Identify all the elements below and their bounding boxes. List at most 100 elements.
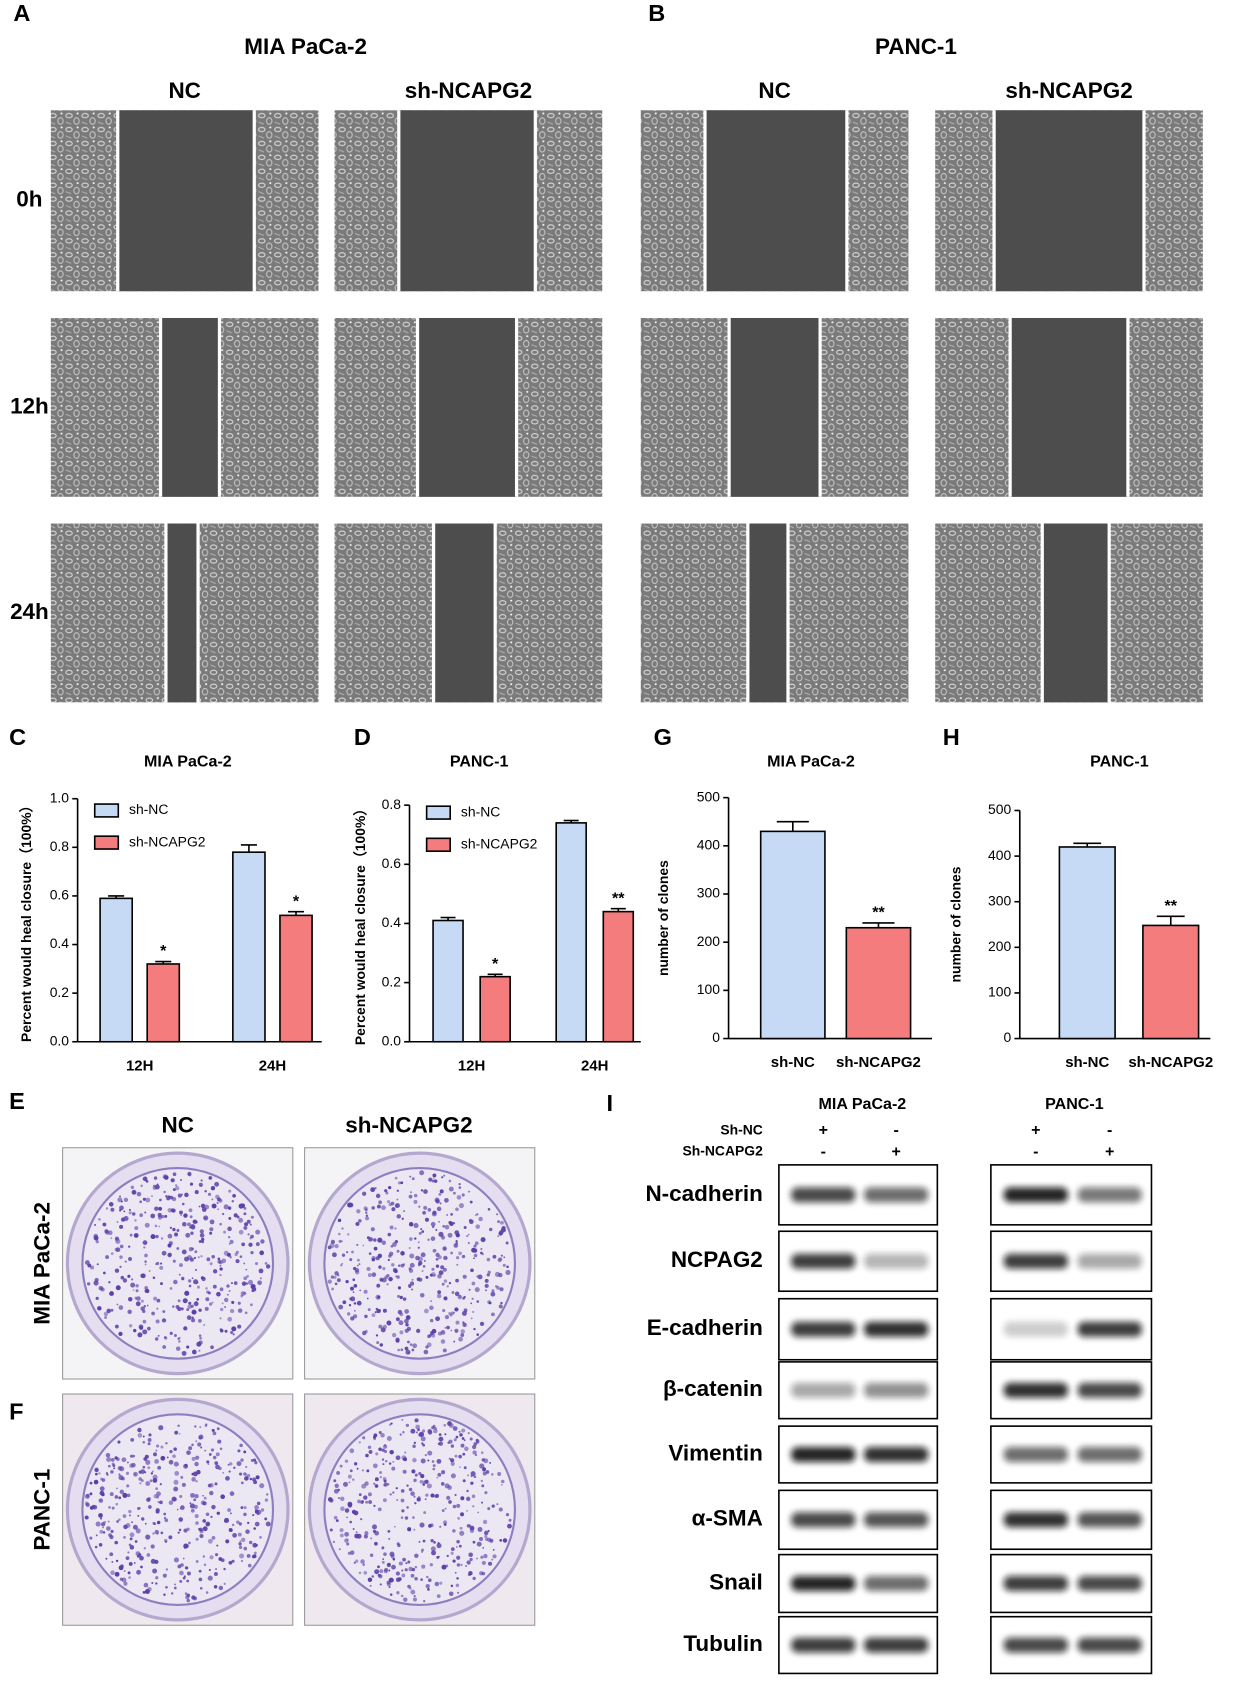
- colony: [246, 1219, 251, 1224]
- colony: [227, 1316, 233, 1322]
- colony: [98, 1472, 101, 1475]
- colony: [373, 1246, 378, 1251]
- colony: [388, 1276, 393, 1282]
- colony: [327, 1279, 332, 1284]
- colony: [382, 1558, 385, 1561]
- colony: [252, 1458, 257, 1462]
- colony: [207, 1575, 213, 1581]
- wound-gap: [398, 110, 536, 292]
- colony: [396, 1591, 400, 1595]
- colony: [135, 1289, 139, 1293]
- colony: [198, 1340, 203, 1345]
- colony: [228, 1462, 233, 1466]
- colony: [177, 1424, 180, 1428]
- colony: [136, 1569, 141, 1575]
- colony: [406, 1506, 409, 1509]
- colony: [361, 1469, 364, 1472]
- colony: [396, 1189, 399, 1192]
- colony: [371, 1256, 376, 1261]
- colony: [102, 1222, 107, 1227]
- colony: [338, 1548, 341, 1551]
- colony: [135, 1284, 139, 1288]
- cell-line-label: PANC-1: [1045, 1095, 1104, 1113]
- colony: [180, 1179, 182, 1181]
- colony: [409, 1262, 415, 1268]
- colony: [373, 1504, 376, 1507]
- y-tick-label: 400: [988, 847, 1011, 863]
- legend-swatch: [93, 835, 120, 850]
- colony: [208, 1175, 213, 1180]
- colony: [404, 1309, 409, 1314]
- colony: [198, 1349, 201, 1352]
- colony: [237, 1532, 242, 1537]
- colony: [172, 1305, 175, 1308]
- colony: [122, 1278, 128, 1283]
- colony: [253, 1287, 257, 1291]
- colony: [474, 1453, 478, 1457]
- colony: [199, 1233, 205, 1238]
- colony: [155, 1582, 158, 1585]
- colony: [137, 1433, 143, 1438]
- colony: [456, 1563, 461, 1567]
- colony: [400, 1498, 405, 1503]
- colony: [427, 1588, 430, 1591]
- colony: [414, 1576, 418, 1581]
- colony: [164, 1214, 168, 1218]
- colony: [133, 1562, 136, 1564]
- colony: [102, 1531, 106, 1534]
- colony: [178, 1517, 183, 1522]
- colony: [115, 1502, 119, 1506]
- colony: [470, 1302, 473, 1305]
- colony: [378, 1265, 382, 1269]
- condition-label: Sh-NC: [720, 1121, 763, 1137]
- colony: [391, 1564, 396, 1570]
- colony: [222, 1212, 225, 1216]
- colony: [361, 1500, 364, 1503]
- colony: [467, 1474, 470, 1477]
- colony: [487, 1300, 491, 1304]
- chart-title: PANC-1: [1090, 753, 1149, 771]
- colony: [191, 1477, 196, 1482]
- colony: [456, 1503, 461, 1508]
- colony: [361, 1330, 367, 1336]
- colony: [95, 1521, 101, 1527]
- colony: [128, 1211, 132, 1215]
- colony: [130, 1282, 136, 1288]
- colony: [353, 1302, 357, 1305]
- colony: [418, 1277, 423, 1282]
- colony: [162, 1573, 167, 1578]
- colony: [353, 1283, 358, 1288]
- colony: [365, 1500, 369, 1504]
- colony: [395, 1455, 401, 1461]
- colony: [448, 1457, 451, 1460]
- colony: [459, 1466, 461, 1468]
- colony: [472, 1450, 477, 1455]
- colony: [440, 1482, 445, 1486]
- colony: [128, 1208, 131, 1211]
- colony: [379, 1569, 384, 1574]
- colony: [163, 1190, 166, 1194]
- colony: [444, 1224, 450, 1230]
- colony: [219, 1267, 223, 1271]
- colony: [204, 1189, 207, 1193]
- colony: [456, 1555, 461, 1560]
- colony: [340, 1264, 343, 1267]
- colony: [110, 1457, 115, 1462]
- colony: [400, 1516, 404, 1519]
- colony: [430, 1221, 436, 1227]
- colony: [167, 1233, 173, 1239]
- colony: [407, 1340, 410, 1344]
- y-axis-label: Percent would heal closure（100%）: [352, 802, 368, 1045]
- colony: [470, 1471, 476, 1477]
- colony: [158, 1425, 164, 1431]
- colony: [388, 1569, 391, 1572]
- colony: [223, 1582, 226, 1586]
- sign: +: [1031, 1121, 1040, 1139]
- colony: [413, 1528, 416, 1531]
- colony: [450, 1251, 453, 1255]
- colony: [218, 1557, 223, 1561]
- colony: [150, 1213, 156, 1219]
- colony: [505, 1269, 511, 1276]
- colony: [146, 1497, 151, 1502]
- colony: [229, 1256, 232, 1259]
